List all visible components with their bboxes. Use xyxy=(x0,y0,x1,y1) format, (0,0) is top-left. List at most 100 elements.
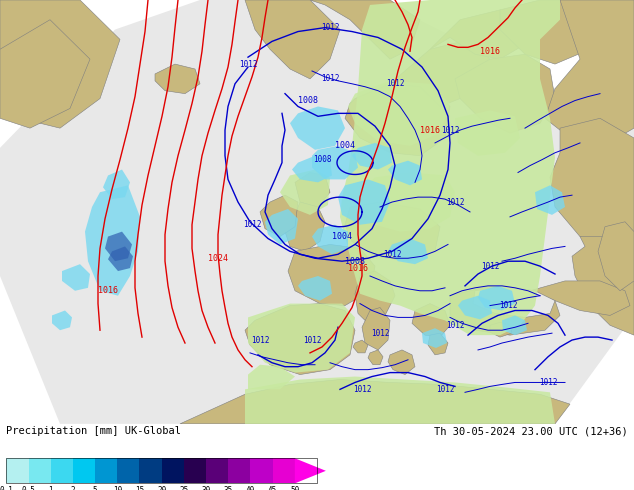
Polygon shape xyxy=(355,271,395,325)
Polygon shape xyxy=(312,225,348,254)
Polygon shape xyxy=(248,304,355,372)
Bar xyxy=(6,458,29,483)
Text: 1012: 1012 xyxy=(446,197,464,207)
Polygon shape xyxy=(105,232,132,261)
Text: 20: 20 xyxy=(157,486,166,490)
Text: 1016: 1016 xyxy=(98,286,118,295)
Polygon shape xyxy=(345,84,450,156)
Polygon shape xyxy=(455,54,555,133)
Text: 1016: 1016 xyxy=(348,264,368,272)
Polygon shape xyxy=(295,458,326,483)
Text: 1012: 1012 xyxy=(481,262,499,270)
Text: 1012: 1012 xyxy=(446,321,464,330)
Text: 1012: 1012 xyxy=(385,79,404,88)
Bar xyxy=(162,458,184,483)
Text: 1012: 1012 xyxy=(243,220,261,229)
Polygon shape xyxy=(180,379,570,424)
Polygon shape xyxy=(260,195,298,237)
Text: 1012: 1012 xyxy=(371,329,389,338)
Text: 45: 45 xyxy=(268,486,277,490)
Polygon shape xyxy=(455,110,520,156)
Text: 1012: 1012 xyxy=(239,60,257,69)
Bar xyxy=(73,458,95,483)
Text: 1012: 1012 xyxy=(436,385,454,394)
Polygon shape xyxy=(388,161,422,185)
Polygon shape xyxy=(550,118,634,246)
Polygon shape xyxy=(360,172,455,232)
Text: 0.5: 0.5 xyxy=(22,486,36,490)
Polygon shape xyxy=(85,185,140,295)
Text: 1012: 1012 xyxy=(303,336,321,344)
Text: 1012: 1012 xyxy=(251,336,269,344)
Bar xyxy=(51,458,73,483)
Polygon shape xyxy=(245,0,340,79)
Polygon shape xyxy=(248,365,295,390)
Polygon shape xyxy=(353,340,368,353)
Polygon shape xyxy=(388,239,428,264)
Text: 1012: 1012 xyxy=(321,23,339,32)
Bar xyxy=(117,458,139,483)
Polygon shape xyxy=(280,170,330,215)
Polygon shape xyxy=(428,333,448,355)
Text: 10: 10 xyxy=(113,486,122,490)
Polygon shape xyxy=(412,304,450,337)
Bar xyxy=(206,458,228,483)
Text: 0.1: 0.1 xyxy=(0,486,13,490)
Polygon shape xyxy=(478,286,515,311)
Polygon shape xyxy=(422,328,447,348)
Polygon shape xyxy=(502,316,527,335)
Polygon shape xyxy=(535,185,565,215)
Text: 15: 15 xyxy=(135,486,144,490)
Polygon shape xyxy=(388,350,415,374)
Polygon shape xyxy=(572,237,634,335)
Text: 1024: 1024 xyxy=(208,254,228,263)
Polygon shape xyxy=(288,245,375,306)
Polygon shape xyxy=(450,286,560,335)
Polygon shape xyxy=(598,222,634,291)
Text: 1012: 1012 xyxy=(353,385,372,394)
Polygon shape xyxy=(352,143,392,170)
Text: 1004: 1004 xyxy=(332,232,352,241)
Polygon shape xyxy=(290,106,345,150)
Polygon shape xyxy=(265,209,298,245)
Text: 1008: 1008 xyxy=(298,96,318,105)
Polygon shape xyxy=(245,304,355,374)
Polygon shape xyxy=(0,20,90,128)
Polygon shape xyxy=(345,202,440,261)
Bar xyxy=(139,458,162,483)
Polygon shape xyxy=(340,0,560,335)
Text: 1008: 1008 xyxy=(313,155,331,164)
Polygon shape xyxy=(458,295,492,319)
Bar xyxy=(6,458,317,483)
Polygon shape xyxy=(530,281,630,316)
Polygon shape xyxy=(362,308,390,350)
Polygon shape xyxy=(285,202,325,251)
Polygon shape xyxy=(310,0,420,59)
Polygon shape xyxy=(430,10,530,59)
Bar xyxy=(184,458,206,483)
Text: 1012: 1012 xyxy=(321,74,339,83)
Polygon shape xyxy=(155,64,200,94)
Polygon shape xyxy=(312,146,358,179)
Text: 1016: 1016 xyxy=(420,125,440,135)
Text: 30: 30 xyxy=(202,486,210,490)
Polygon shape xyxy=(298,276,332,301)
Polygon shape xyxy=(245,376,555,424)
Polygon shape xyxy=(473,286,555,318)
Text: Th 30-05-2024 23.00 UTC (12+36): Th 30-05-2024 23.00 UTC (12+36) xyxy=(434,426,628,437)
Bar xyxy=(250,458,273,483)
Text: Precipitation [mm] UK-Global: Precipitation [mm] UK-Global xyxy=(6,426,181,437)
Text: 1008: 1008 xyxy=(345,257,365,266)
Polygon shape xyxy=(295,172,330,207)
Text: 40: 40 xyxy=(246,486,255,490)
Text: 1004: 1004 xyxy=(335,142,355,150)
Polygon shape xyxy=(390,39,490,106)
Text: 1012: 1012 xyxy=(441,125,459,135)
Text: 1012: 1012 xyxy=(539,378,557,387)
Polygon shape xyxy=(348,81,450,146)
Text: 1016: 1016 xyxy=(480,47,500,56)
Polygon shape xyxy=(0,0,634,424)
Polygon shape xyxy=(62,264,90,291)
Bar xyxy=(228,458,250,483)
Polygon shape xyxy=(490,322,512,337)
